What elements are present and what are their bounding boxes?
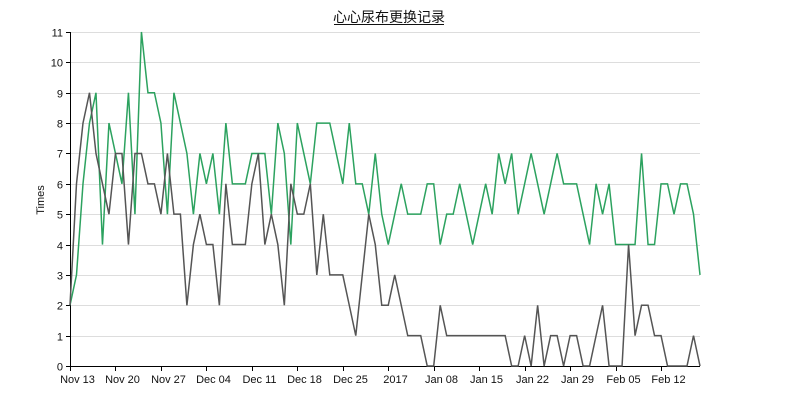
y-tick-label: 9 bbox=[57, 89, 63, 101]
y-tick-label: 5 bbox=[57, 210, 63, 222]
plot-area bbox=[69, 31, 701, 367]
x-tick-label: Nov 27 bbox=[151, 374, 186, 386]
x-tick-label: Dec 25 bbox=[333, 374, 368, 386]
y-axis: 0 1 2 3 4 5 6 7 8 9 10 11 bbox=[51, 28, 71, 374]
x-tick-label: Feb 05 bbox=[606, 374, 640, 386]
x-axis: Nov 13 Nov 20 Nov 27 Dec 04 Dec 11 Dec 18 Dec … bbox=[60, 366, 700, 386]
x-tick-label: 2017 bbox=[383, 374, 407, 386]
series-line-2 bbox=[69, 92, 701, 367]
x-tick-label: Jan 29 bbox=[561, 374, 594, 386]
y-tick-label: 4 bbox=[57, 241, 63, 253]
y-tick-label: 7 bbox=[57, 149, 63, 161]
x-tick-label: Dec 18 bbox=[287, 374, 322, 386]
y-tick-label: 0 bbox=[57, 362, 63, 374]
x-tick-label: Nov 20 bbox=[105, 374, 140, 386]
x-tick-label: Feb 12 bbox=[651, 374, 685, 386]
y-tick-label: 6 bbox=[57, 180, 63, 192]
x-tick-label: Dec 11 bbox=[242, 374, 276, 386]
chart-title: 心心尿布更换记录 bbox=[333, 9, 445, 26]
y-tick-label: 8 bbox=[57, 119, 63, 131]
x-tick-label: Jan 08 bbox=[425, 374, 458, 386]
y-tick-label: 3 bbox=[57, 271, 63, 283]
y-tick-label: 1 bbox=[57, 332, 63, 344]
x-tick-label: Dec 04 bbox=[196, 374, 231, 386]
y-tick-label: 11 bbox=[52, 28, 63, 40]
x-tick-label: Jan 22 bbox=[516, 374, 549, 386]
x-tick-label: Jan 15 bbox=[470, 374, 503, 386]
y-axis-label: Times bbox=[35, 185, 47, 215]
y-tick-label: 2 bbox=[57, 301, 63, 313]
x-tick-label: Nov 13 bbox=[60, 374, 95, 386]
series-line-1 bbox=[69, 31, 701, 306]
y-tick-label: 10 bbox=[51, 58, 63, 70]
